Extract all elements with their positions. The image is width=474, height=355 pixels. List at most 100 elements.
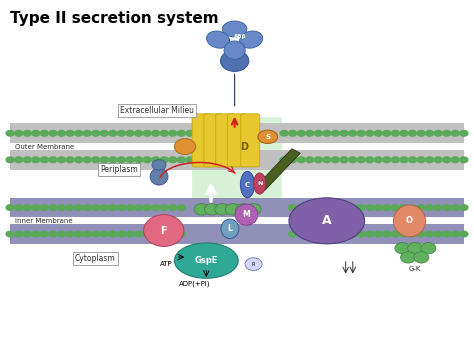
Circle shape <box>57 204 66 211</box>
Circle shape <box>14 156 23 163</box>
Circle shape <box>339 230 349 237</box>
Text: F: F <box>160 225 167 235</box>
Circle shape <box>108 204 118 211</box>
Circle shape <box>331 204 340 211</box>
Circle shape <box>48 130 58 137</box>
FancyBboxPatch shape <box>204 114 223 167</box>
Circle shape <box>57 156 66 163</box>
Circle shape <box>151 230 160 237</box>
Circle shape <box>100 230 109 237</box>
Circle shape <box>408 156 417 163</box>
Ellipse shape <box>393 205 426 237</box>
Circle shape <box>408 242 423 254</box>
Circle shape <box>168 204 178 211</box>
Circle shape <box>433 230 443 237</box>
Circle shape <box>296 130 306 137</box>
Ellipse shape <box>220 50 249 71</box>
Circle shape <box>117 156 126 163</box>
Circle shape <box>322 204 332 211</box>
Ellipse shape <box>240 171 255 198</box>
Circle shape <box>31 156 41 163</box>
Circle shape <box>74 156 83 163</box>
Circle shape <box>91 130 100 137</box>
Circle shape <box>65 156 75 163</box>
Text: A: A <box>322 214 332 227</box>
Circle shape <box>100 204 109 211</box>
Circle shape <box>305 156 314 163</box>
Circle shape <box>279 130 289 137</box>
Circle shape <box>425 156 434 163</box>
Ellipse shape <box>240 31 263 48</box>
Circle shape <box>365 204 374 211</box>
Circle shape <box>305 130 314 137</box>
Circle shape <box>348 204 357 211</box>
Ellipse shape <box>174 138 196 154</box>
Circle shape <box>82 130 92 137</box>
Circle shape <box>395 242 410 254</box>
Circle shape <box>82 230 92 237</box>
Circle shape <box>314 204 323 211</box>
Circle shape <box>177 230 186 237</box>
Circle shape <box>125 156 135 163</box>
Circle shape <box>117 230 126 237</box>
Circle shape <box>57 130 66 137</box>
Circle shape <box>40 130 49 137</box>
Circle shape <box>177 130 186 137</box>
FancyBboxPatch shape <box>228 114 246 167</box>
Circle shape <box>117 204 126 211</box>
Circle shape <box>391 204 400 211</box>
Circle shape <box>91 204 100 211</box>
Text: Inner Membrane: Inner Membrane <box>15 218 73 224</box>
Circle shape <box>23 130 32 137</box>
Circle shape <box>433 156 443 163</box>
Circle shape <box>194 204 209 215</box>
Circle shape <box>374 230 383 237</box>
Circle shape <box>314 156 323 163</box>
Circle shape <box>425 230 434 237</box>
Text: GspE: GspE <box>195 256 218 265</box>
Circle shape <box>365 230 374 237</box>
Text: C: C <box>245 181 250 187</box>
Circle shape <box>399 230 409 237</box>
Circle shape <box>442 204 451 211</box>
Circle shape <box>399 156 409 163</box>
Text: ADP(+Pi): ADP(+Pi) <box>179 280 210 287</box>
Circle shape <box>416 230 426 237</box>
Circle shape <box>177 156 186 163</box>
Circle shape <box>288 130 297 137</box>
Circle shape <box>151 156 160 163</box>
Circle shape <box>401 252 416 263</box>
Circle shape <box>5 156 15 163</box>
Circle shape <box>108 156 118 163</box>
Circle shape <box>442 130 451 137</box>
Circle shape <box>5 204 15 211</box>
Circle shape <box>108 130 118 137</box>
Ellipse shape <box>150 168 168 185</box>
Circle shape <box>185 156 195 163</box>
Ellipse shape <box>221 219 239 239</box>
Circle shape <box>314 130 323 137</box>
Circle shape <box>451 156 460 163</box>
Circle shape <box>65 204 75 211</box>
Text: G-K: G-K <box>409 266 421 272</box>
Circle shape <box>74 230 83 237</box>
Circle shape <box>236 204 251 215</box>
Text: Outer Membrane: Outer Membrane <box>15 143 74 149</box>
Circle shape <box>48 156 58 163</box>
Circle shape <box>40 230 49 237</box>
Circle shape <box>134 230 143 237</box>
Circle shape <box>245 258 262 271</box>
Circle shape <box>152 160 166 170</box>
Text: Cytoplasm: Cytoplasm <box>75 254 116 263</box>
Circle shape <box>177 204 186 211</box>
Circle shape <box>57 230 66 237</box>
Circle shape <box>314 230 323 237</box>
Circle shape <box>442 230 451 237</box>
Circle shape <box>382 156 392 163</box>
Circle shape <box>356 230 366 237</box>
Circle shape <box>322 230 332 237</box>
Circle shape <box>399 204 409 211</box>
Circle shape <box>142 230 152 237</box>
Text: Pi: Pi <box>252 262 255 267</box>
Circle shape <box>168 156 178 163</box>
